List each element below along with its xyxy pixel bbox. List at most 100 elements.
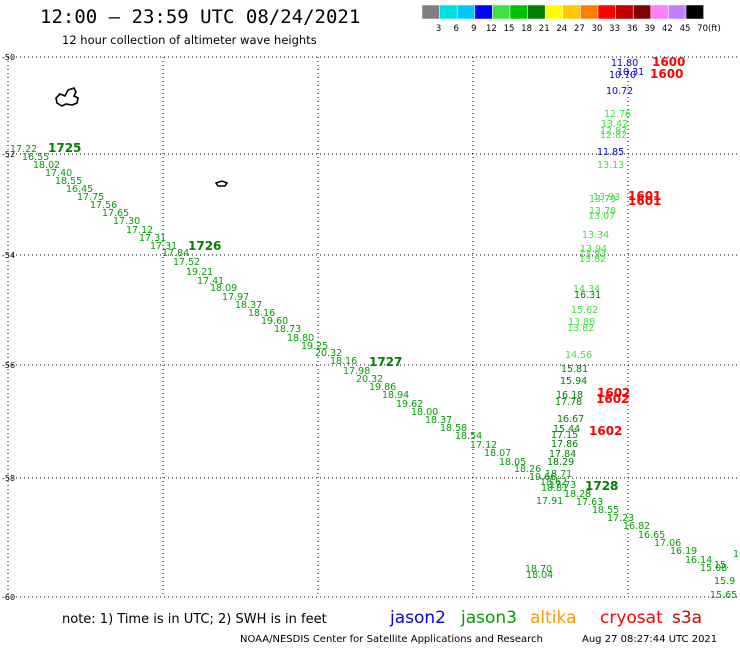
- wave-height-value: 18.09: [210, 283, 237, 294]
- wave-height-value: 18.54: [455, 431, 482, 442]
- wave-height-value: 13.93: [593, 192, 620, 203]
- wave-height-value: 16.67: [557, 414, 584, 425]
- colorbar-tick: 45: [680, 24, 691, 34]
- wave-height-value: 15.65: [710, 590, 737, 600]
- colorbar-tick: 18: [521, 24, 532, 34]
- wave-height-value: 17.78: [555, 397, 582, 408]
- wave-height-value: 1600: [652, 55, 685, 69]
- colorbar-tick: 70: [697, 24, 708, 34]
- colorbar-tick: 6: [453, 24, 458, 34]
- wave-height-value: 14.56: [565, 350, 592, 361]
- lat-tick: -54: [2, 251, 15, 260]
- legend-altika: altika: [530, 608, 577, 628]
- colorbar-tick: 15: [504, 24, 515, 34]
- wave-height-value: 15.81: [561, 364, 588, 375]
- colorbar-tick: 36: [627, 24, 638, 34]
- wave-height-value: 17.15: [551, 430, 578, 441]
- wave-height-value: 13.07: [588, 211, 615, 222]
- wave-height-value: 17.23: [607, 513, 634, 524]
- wave-height-value: 19.25: [301, 341, 328, 352]
- wave-height-value: 11.80: [611, 58, 638, 69]
- wave-height-value: 18.00: [411, 407, 438, 418]
- page-subtitle: 12 hour collection of altimeter wave hei…: [62, 33, 317, 47]
- wave-height-value: 18.55: [55, 176, 82, 187]
- wave-height-value: 18.71: [545, 469, 572, 480]
- wave-height-value: 16.82: [623, 521, 650, 532]
- wave-height-value: 15.: [714, 560, 729, 571]
- wave-height-value: 17.75: [77, 192, 104, 203]
- wave-height-value: 12.82: [600, 130, 627, 141]
- wave-height-value: 17.63: [576, 497, 603, 508]
- lat-tick: -58: [2, 474, 15, 483]
- lat-tick: -52: [2, 150, 15, 159]
- wave-height-value: 16.31: [574, 290, 601, 301]
- wave-height-value: 17.41: [197, 276, 224, 287]
- colorbar-tick: 21: [539, 24, 550, 34]
- wave-height-value: 10.70: [609, 70, 636, 81]
- wave-height-value: 17.73: [549, 480, 576, 491]
- wave-height-value: 19.86: [369, 382, 396, 393]
- wave-height-value: 17.12: [126, 225, 153, 236]
- colorbar-tick: 27: [574, 24, 585, 34]
- colorbar-tick: 12: [486, 24, 497, 34]
- wave-height-value: 16.45: [66, 184, 93, 195]
- wave-height-value: 1602: [597, 386, 630, 400]
- colorbar-tick: 30: [592, 24, 603, 34]
- wave-height-value: 20.32: [315, 348, 342, 359]
- wave-height-value: 18.04: [526, 570, 553, 581]
- colorbar-tick: 24: [556, 24, 567, 34]
- wave-height-value: 18.58: [440, 423, 467, 434]
- wave-height-value: 18.81: [541, 483, 568, 494]
- wave-height-value: 12.76: [604, 109, 631, 120]
- wave-height-value: 17.91: [536, 496, 563, 507]
- page-title: 12:00 – 23:59 UTC 08/24/2021: [40, 6, 361, 28]
- colorbar-tick: 33: [609, 24, 620, 34]
- wave-height-value: 18.28: [564, 489, 591, 500]
- wave-height-value: 16.14: [685, 555, 712, 566]
- wave-height-value: 18.62: [540, 477, 567, 488]
- wave-height-value: 15.9: [714, 576, 735, 587]
- wave-height-value: 13.88: [568, 317, 595, 328]
- wave-height-value: 17.30: [113, 216, 140, 227]
- wave-height-value: 13.82: [579, 254, 606, 265]
- wave-height-value: 1: [733, 549, 739, 560]
- legend-s3a: s3a: [672, 608, 703, 628]
- wave-height-value: 1601: [628, 194, 661, 208]
- wave-height-value: 17.06: [654, 538, 681, 549]
- wave-height-value: 17.22: [10, 144, 37, 155]
- wave-height-value: 17.31: [150, 241, 177, 252]
- wave-height-value: 18.07: [484, 448, 511, 459]
- colorbar-tick: 9: [471, 24, 476, 34]
- wave-height-value: 15.08: [700, 563, 727, 574]
- wave-height-value: 13.79: [589, 194, 616, 205]
- wave-height-value: 19.60: [261, 316, 288, 327]
- wave-height-value: 20.32: [356, 374, 383, 385]
- wave-height-value: 18.26: [514, 464, 541, 475]
- wave-height-value: 1601: [628, 189, 661, 203]
- wave-height-value: 16.18: [556, 390, 583, 401]
- wave-height-value: 13.82: [567, 323, 594, 334]
- wave-height-value: 16.55: [22, 152, 49, 163]
- wave-height-value: 18.55: [592, 505, 619, 516]
- wave-height-value: 17.65: [102, 208, 129, 219]
- legend-jason3: jason3: [461, 608, 517, 628]
- lat-tick: -60: [2, 593, 15, 600]
- wave-height-value: 12.87: [600, 126, 627, 137]
- wave-height-value: 17.97: [222, 292, 249, 303]
- wave-height-value: 18.37: [235, 300, 262, 311]
- wave-height-value: 1728: [585, 479, 618, 493]
- wave-height-value: 13.94: [580, 244, 607, 255]
- wave-height-value: 18.16: [248, 308, 275, 319]
- colorbar-tick: 3: [436, 24, 441, 34]
- lat-tick: -56: [2, 361, 15, 370]
- wave-height-value: 17.40: [45, 168, 72, 179]
- wave-height-value: 18.73: [274, 324, 301, 335]
- wave-height-value: 13.78: [589, 206, 616, 217]
- wave-height-value: 17.98: [343, 366, 370, 377]
- wave-height-value: 17.31: [139, 233, 166, 244]
- wave-height-value: 17.86: [551, 439, 578, 450]
- wave-height-value: 18.29: [547, 457, 574, 468]
- wave-height-value: 17.56: [90, 200, 117, 211]
- wave-height-value: 1602: [589, 424, 622, 438]
- colorbar-tick: 42: [662, 24, 673, 34]
